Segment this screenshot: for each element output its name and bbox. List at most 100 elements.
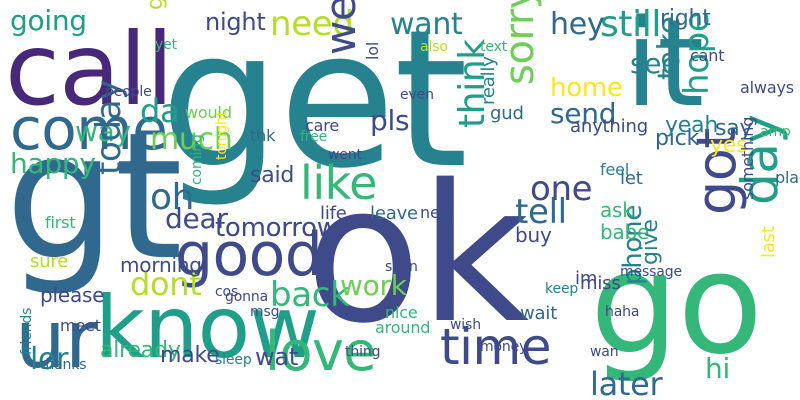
cloud-word-money: money (480, 339, 528, 355)
cloud-word-da: da (140, 92, 180, 130)
cloud-word-make: make (160, 343, 220, 368)
cloud-word-meet: meet (60, 316, 101, 335)
cloud-word-one: one (530, 169, 593, 209)
cloud-word-thanks: thanks (40, 357, 87, 373)
cloud-word-know: know (95, 278, 320, 378)
cloud-word-back: back (270, 275, 350, 315)
cloud-word-way: way (75, 115, 131, 148)
cloud-word-oh: oh (150, 177, 195, 218)
cloud-word-call: call (5, 11, 174, 128)
cloud-word-went: went (328, 147, 362, 163)
cloud-word-im: im (575, 268, 598, 289)
cloud-word-babe: babe (600, 220, 650, 244)
cloud-word-wan: wan (590, 344, 619, 360)
cloud-word-miss: miss (580, 273, 621, 294)
cloud-word-soon: soon (385, 259, 418, 275)
cloud-word-lol: lol (363, 41, 382, 60)
cloud-word-life: life (320, 203, 347, 224)
cloud-word-want: want (390, 7, 463, 42)
cloud-word-last: last (758, 226, 779, 258)
cloud-word-first: first (45, 213, 76, 232)
cloud-word-sure: sure (30, 251, 69, 272)
cloud-word-friends: friends (19, 307, 35, 355)
cloud-word-wait: wait (520, 303, 558, 324)
cloud-word-please: please (40, 283, 105, 307)
cloud-word-home: home (550, 73, 623, 103)
cloud-word-nice: nice (385, 303, 418, 322)
cloud-word-well: well (316, 0, 365, 55)
cloud-word-yeah: yeah (665, 113, 719, 138)
cloud-word-let: let (620, 168, 643, 189)
cloud-word-cos: cos (215, 284, 239, 300)
cloud-word-like: like (300, 156, 378, 210)
cloud-word-amp: amp (760, 124, 791, 140)
cloud-word-wish: wish (450, 317, 481, 333)
cloud-word-coming: coming (189, 134, 205, 185)
cloud-word-people: people (105, 84, 152, 100)
cloud-word-tomorrow: tomorrow (215, 213, 338, 243)
cloud-word-gonna: gonna (225, 289, 269, 305)
cloud-word-great: great (143, 0, 168, 10)
cloud-word-msg: msg (250, 304, 280, 320)
cloud-word-much: much (150, 122, 233, 157)
cloud-word-see: see (630, 47, 679, 80)
cloud-word-also: also (420, 39, 448, 55)
cloud-word-dont: dont (130, 265, 202, 303)
cloud-word-right: right (660, 6, 711, 31)
cloud-word-tell: tell (515, 192, 567, 232)
cloud-word-place: place (775, 168, 800, 187)
cloud-word-thk: thk (250, 126, 276, 145)
cloud-word-cant: cant (690, 46, 725, 65)
cloud-word-even: even (400, 87, 434, 103)
cloud-word-go: go (590, 223, 763, 386)
cloud-word-would: would (185, 103, 232, 122)
cloud-word-send: send (550, 97, 617, 130)
cloud-word-good: good (175, 220, 323, 290)
cloud-word-going: going (10, 4, 87, 37)
cloud-word-feel: feel (600, 160, 630, 179)
cloud-word-wat: wat (255, 343, 299, 371)
cloud-word-it: it (625, 0, 704, 134)
cloud-word-love: love (265, 320, 377, 383)
cloud-word-buy: buy (515, 223, 552, 247)
cloud-word-message: message (620, 264, 682, 280)
cloud-word-anything: anything (570, 116, 648, 137)
cloud-word-pick: pick (655, 126, 700, 151)
cloud-word-morning: morning (120, 253, 202, 277)
cloud-word-really: really (478, 56, 499, 105)
cloud-word-yes: yes (710, 133, 748, 158)
cloud-word-pls: pls (370, 104, 410, 137)
cloud-word-get: get (160, 0, 468, 210)
cloud-word-hi: hi (705, 352, 730, 385)
cloud-word-need: need (270, 4, 354, 44)
cloud-word-care: care (305, 116, 340, 135)
cloud-word-still: still (600, 4, 662, 45)
cloud-word-keep: keep (545, 281, 579, 297)
cloud-word-leave: leave (370, 203, 418, 224)
cloud-word-time: time (440, 318, 551, 376)
cloud-word-happy: happy (10, 147, 96, 180)
cloud-word-tonight: tonight (214, 110, 230, 160)
cloud-word-sleep: sleep (215, 352, 252, 368)
cloud-word-gud: gud (490, 103, 524, 124)
cloud-word-dear: dear (165, 202, 228, 235)
cloud-word-hey: hey (550, 7, 605, 42)
cloud-word-lor: lor (30, 342, 69, 377)
cloud-word-say: say (715, 116, 753, 141)
cloud-word-ok: ok (305, 144, 529, 365)
cloud-word-something: something (738, 116, 757, 200)
cloud-word-free: free (300, 129, 328, 145)
cloud-word-already: already (100, 338, 181, 363)
cloud-word-haha: haha (605, 304, 640, 320)
cloud-word-thing: thing (345, 344, 381, 360)
cloud-word-ur: ur (15, 293, 98, 386)
cloud-word-night: night (205, 8, 266, 36)
cloud-word-text: text (480, 39, 508, 55)
cloud-word-later: later (590, 365, 663, 400)
cloud-word-work: work (340, 269, 407, 302)
cloud-word-come: come (10, 95, 168, 163)
cloud-word-yet: yet (155, 37, 177, 53)
cloud-word-always: always (740, 78, 794, 97)
cloud-word-ask: ask (600, 198, 634, 222)
